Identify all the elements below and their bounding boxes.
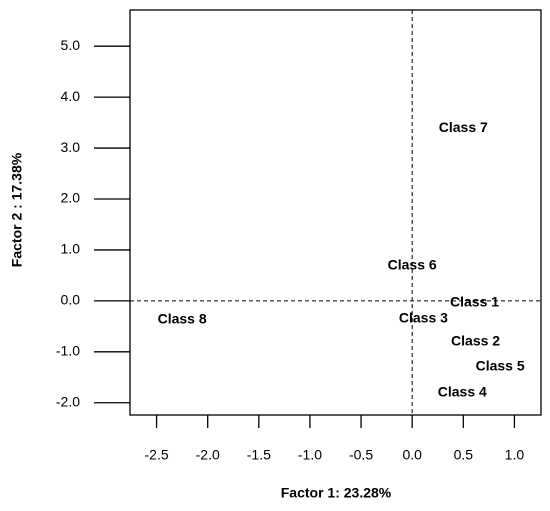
x-tick-label: -0.5 [349,447,373,463]
y-tick-label: 2.0 [61,190,81,206]
point-label: Class 7 [439,119,488,135]
point-label: Class 1 [450,294,499,310]
point-label: Class 8 [158,310,207,326]
y-axis-title: Factor 2 : 17.38% [9,152,25,267]
point-label: Class 6 [388,256,437,272]
y-tick-label: 5.0 [61,37,81,53]
x-tick-label: -1.0 [298,447,322,463]
x-tick-label: -1.5 [247,447,271,463]
point-label: Class 5 [476,357,525,373]
y-tick-label: 1.0 [61,241,81,257]
y-tick-label: -2.0 [56,393,80,409]
x-tick-label: 0.0 [402,447,422,463]
x-tick-label: -2.5 [145,447,169,463]
y-tick-label: -1.0 [56,343,80,359]
y-tick-label: 3.0 [61,139,81,155]
point-label: Class 4 [438,383,487,399]
y-tick-label: 4.0 [61,88,81,104]
plot-frame [129,9,542,416]
x-tick-label: -2.0 [196,447,220,463]
y-tick-label: 0.0 [61,292,81,308]
x-tick-label: 0.5 [454,447,474,463]
x-tick-label: 1.0 [505,447,525,463]
point-label: Class 2 [451,332,500,348]
point-label: Class 3 [399,309,448,325]
x-axis-title: Factor 1: 23.28% [281,485,392,501]
